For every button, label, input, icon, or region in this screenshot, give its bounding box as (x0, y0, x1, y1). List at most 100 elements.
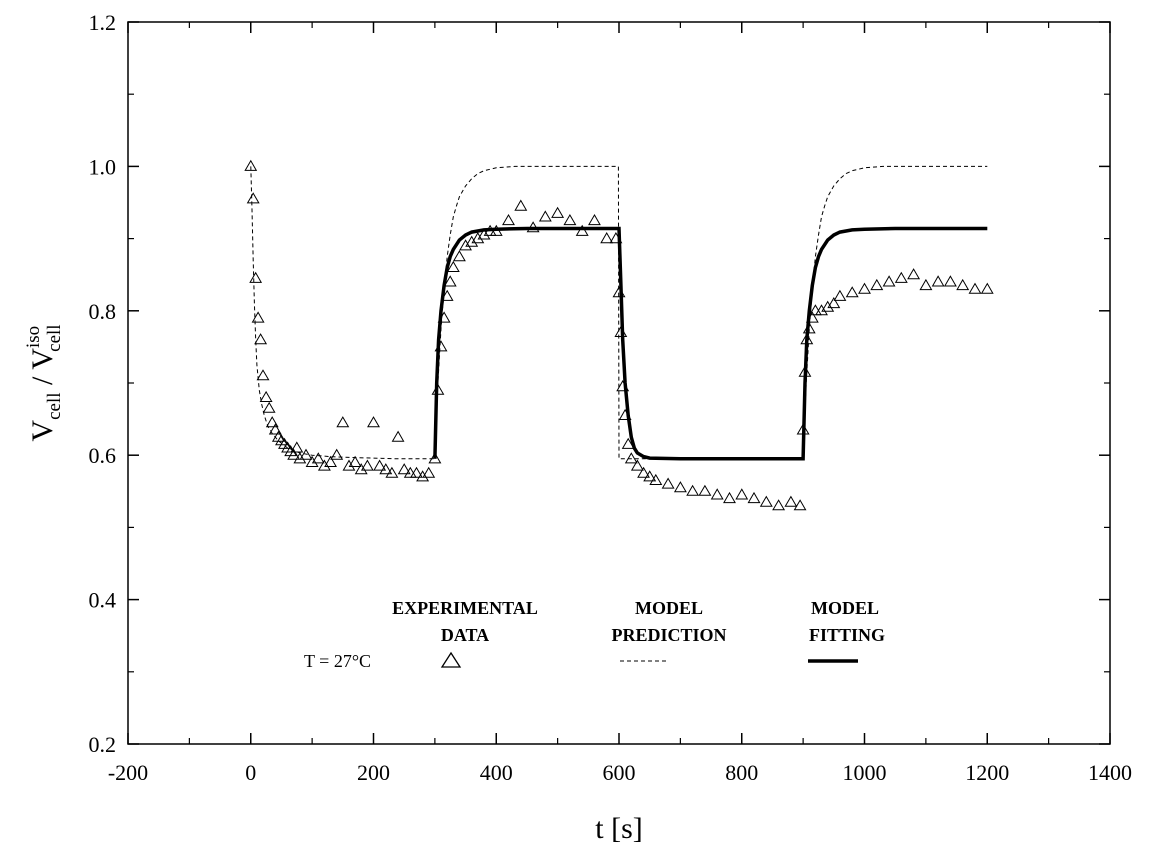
experimental-data-point (772, 499, 786, 511)
legend-exp-line2: DATA (441, 625, 489, 645)
experimental-data-point (290, 441, 304, 453)
y-tick-label: 0.4 (89, 588, 117, 613)
experimental-data-point (575, 224, 589, 236)
experimental-data-point (348, 455, 362, 467)
legend-pred-line1: MODEL (635, 598, 703, 618)
experimental-data-point (800, 333, 814, 345)
experimental-data-point (324, 455, 337, 467)
experimental-data-point (673, 481, 687, 493)
experimental-data-point (609, 231, 623, 244)
experimental-data-point (796, 423, 810, 435)
experimental-data-point (311, 452, 325, 464)
experimental-data-point (980, 282, 994, 294)
experimental-data-point (821, 300, 835, 312)
experimental-data-point (618, 408, 632, 420)
experimental-data-point (502, 214, 515, 226)
experimental-data-point (630, 459, 644, 471)
experimental-data-point (614, 325, 628, 337)
experimental-data-point (968, 282, 982, 294)
legend: EXPERIMENTAL DATA MODEL PREDICTION MODEL… (304, 598, 885, 671)
experimental-data-point (588, 214, 601, 226)
y-tick-label: 1.2 (89, 10, 117, 35)
experimental-data-point (907, 268, 921, 280)
experimental-data-point (342, 459, 356, 471)
experimental-data-point (931, 275, 945, 287)
experimental-data-point (686, 484, 700, 496)
experimental-data-point (793, 499, 807, 511)
legend-fit-line2: FITTING (809, 625, 885, 645)
experimental-data-point (397, 463, 411, 475)
x-tick-label: 1400 (1088, 760, 1132, 785)
experimental-data-point (465, 235, 479, 247)
experimental-data-point (698, 484, 712, 496)
x-tick-label: 0 (245, 760, 256, 785)
model-fitting-line (433, 226, 988, 461)
y-axis-title-sup: iso (23, 326, 44, 348)
legend-exp-marker (440, 651, 462, 668)
experimental-data-point (943, 275, 957, 287)
y-axis-title-sep: / V (26, 348, 59, 393)
experimental-data-point (410, 466, 423, 478)
experimental-data-point (249, 271, 263, 283)
experimental-data-point (422, 466, 436, 478)
experimental-data-point (845, 286, 859, 298)
experimental-data-point (798, 365, 812, 377)
y-axis-title-main: V (26, 420, 59, 442)
experimental-data-point (379, 463, 393, 475)
experimental-data-point (563, 214, 577, 226)
experimental-data-point (514, 199, 528, 211)
y-axis-title: Vcell / Visocell (23, 324, 65, 441)
experimental-data-point (815, 304, 828, 316)
experimental-data-point (330, 448, 344, 460)
experimental-data-point (759, 495, 773, 507)
experimental-data-point (434, 340, 448, 352)
x-tick-label: -200 (108, 760, 148, 785)
experimental-data-point (616, 379, 630, 392)
experimental-data-point (299, 448, 313, 460)
experimental-data-point (317, 459, 331, 471)
experimental-data-point (600, 231, 614, 244)
experimental-data-point (710, 488, 724, 500)
legend-fit-line1: MODEL (811, 598, 879, 618)
experimental-data-point (385, 466, 399, 478)
legend-pred-line2: PREDICTION (611, 625, 726, 645)
ticks (127, 21, 1111, 745)
experimental-data-point (858, 282, 871, 294)
experimental-data-point (251, 311, 265, 323)
experimental-data-point (612, 286, 626, 298)
experimental-data-point (246, 192, 260, 204)
experimental-data-point (293, 452, 307, 464)
y-tick-label: 1.0 (89, 154, 117, 179)
x-tick-label: 600 (603, 760, 636, 785)
x-tick-label: 1200 (965, 760, 1009, 785)
experimental-data-point (833, 289, 847, 301)
experimental-data-point (262, 401, 276, 413)
experimental-data-point (526, 221, 540, 233)
experimental-data-point (784, 495, 798, 507)
model-prediction-line (250, 165, 988, 460)
experimental-data-point (802, 322, 816, 334)
tick-labels: -200 0 200 400 600 800 1000 1200 1400 0.2 0.4 0.6 0.… (89, 10, 1133, 785)
experimental-data-point (551, 206, 565, 218)
experimental-data-point (287, 448, 301, 460)
experimental-data-point (367, 416, 380, 428)
experimental-data-point (471, 231, 485, 244)
experimental-data-point (431, 383, 445, 395)
experimental-data-point (428, 452, 442, 464)
y-axis-title-sub2: cell (44, 324, 65, 351)
experimental-data-point (723, 491, 736, 504)
experimental-data-point (391, 430, 405, 442)
experimental-data-point (305, 455, 319, 467)
experimental-data-point (870, 278, 884, 291)
experimental-data-point (268, 423, 282, 435)
experimental-data-point (894, 271, 908, 283)
experimental-data-point (649, 473, 663, 485)
experimental-data-point (256, 369, 270, 381)
experimental-data-point (805, 311, 819, 323)
experimental-data-point (489, 224, 503, 236)
x-tick-label: 200 (357, 760, 390, 785)
experimental-data-point (459, 239, 472, 251)
experimental-data-point (403, 466, 417, 478)
experimental-data-point (416, 470, 430, 482)
